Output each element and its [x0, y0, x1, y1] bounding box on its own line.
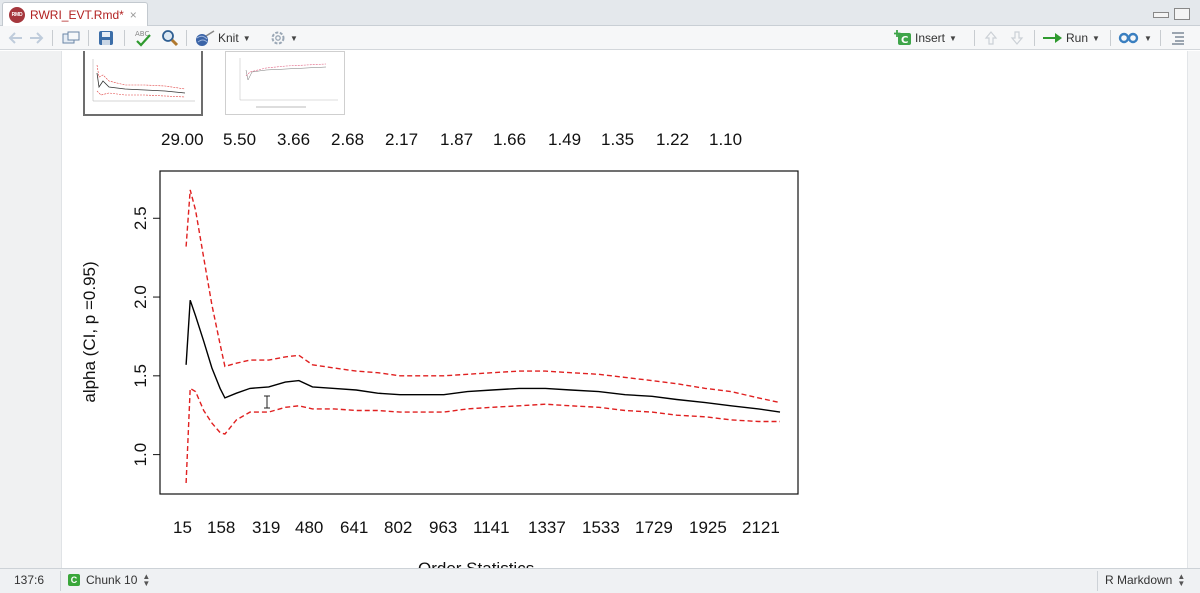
close-icon[interactable]: × — [129, 7, 137, 22]
cursor-position: 137:6 — [14, 573, 45, 587]
top-axis-tick: 1.35 — [601, 130, 635, 149]
bottom-axis-tick: 641 — [340, 518, 369, 537]
plot-frame — [159, 170, 799, 495]
knit-label: Knit — [218, 31, 239, 45]
insert-chunk-button[interactable]: C Insert ▼ — [894, 28, 957, 48]
chunk-label: Chunk 10 — [86, 573, 138, 587]
minimize-icon[interactable] — [1153, 12, 1169, 18]
bottom-axis-tick: 2121 — [742, 518, 780, 537]
bottom-axis-tick: 158 — [207, 518, 236, 537]
line-number-gutter — [0, 51, 62, 568]
editor-content[interactable]: 29.00 5.50 3.66 2.68 2.17 1.87 1.66 1.49… — [63, 51, 1187, 568]
chevron-down-icon: ▼ — [1092, 33, 1100, 43]
vertical-scrollbar[interactable] — [1187, 51, 1200, 568]
settings-button[interactable]: ▼ — [270, 28, 298, 48]
previous-chunk-icon[interactable] — [984, 28, 998, 48]
bottom-axis-tick: 963 — [429, 518, 458, 537]
editor-toolbar: ABC Knit ▼ ▼ C Insert ▼ Run ▼ ▼ — [0, 26, 1200, 50]
series-line-lower — [185, 387, 780, 484]
top-axis-tick: 5.50 — [223, 130, 257, 149]
plot-thumbnail[interactable] — [83, 51, 203, 116]
y-axis-label: alpha (CI, p =0.95) — [80, 261, 99, 402]
plot-thumbnail[interactable] — [225, 51, 345, 115]
knit-button[interactable]: Knit ▼ — [194, 28, 251, 48]
top-axis-tick: 2.68 — [331, 130, 365, 149]
bottom-axis-tick: 1337 — [528, 518, 566, 537]
series-line-upper — [185, 189, 781, 404]
next-chunk-icon[interactable] — [1010, 28, 1024, 48]
top-axis-tick: 29.00 — [161, 130, 204, 149]
gear-icon — [271, 31, 285, 45]
insert-chunk-icon: C — [894, 30, 911, 46]
y-axis-tick-label: 2.0 — [131, 285, 150, 309]
bottom-axis-tick: 1729 — [635, 518, 673, 537]
run-arrow-icon — [1043, 33, 1062, 43]
search-icon[interactable] — [161, 28, 179, 48]
show-in-window-icon[interactable] — [62, 28, 80, 48]
doc-type-label: R Markdown — [1105, 573, 1173, 587]
series-layer — [185, 189, 781, 484]
chunk-navigator[interactable]: C Chunk 10 ▲ ▼ — [68, 572, 151, 588]
knit-yarn-icon — [196, 30, 215, 46]
outline-icon[interactable] — [1170, 28, 1186, 48]
tab-filename: RWRI_EVT.Rmd* — [30, 7, 124, 22]
chevron-down-icon: ▼ — [949, 33, 957, 43]
updown-icon: ▲ ▼ — [142, 572, 151, 588]
chevron-down-icon: ▼ — [290, 33, 298, 43]
chevron-down-icon: ▼ — [242, 33, 251, 43]
y-axis-tick-label: 2.5 — [131, 206, 150, 230]
maximize-icon[interactable] — [1174, 8, 1190, 20]
updown-icon: ▲ ▼ — [1177, 572, 1186, 588]
save-icon[interactable] — [98, 28, 114, 48]
y-axis-tick-label: 1.5 — [131, 364, 150, 388]
top-axis-tick: 1.22 — [656, 130, 690, 149]
y-axis-tick-label: 1.0 — [131, 443, 150, 467]
svg-text:C: C — [901, 35, 908, 46]
top-axis-tick: 1.66 — [493, 130, 527, 149]
run-label: Run — [1066, 31, 1089, 45]
insert-label: Insert — [915, 31, 946, 45]
editor-tab[interactable]: RMD RWRI_EVT.Rmd* × — [2, 2, 148, 26]
text-cursor-icon — [264, 395, 270, 409]
forward-arrow-icon[interactable] — [28, 28, 44, 48]
publish-icon — [1118, 32, 1139, 44]
chevron-down-icon: ▼ — [1144, 33, 1152, 43]
status-bar: 137:6 C Chunk 10 ▲ ▼ R Markdown ▲ ▼ — [0, 568, 1200, 593]
y-axis: 1.0 1.5 2.0 2.5 — [131, 206, 160, 466]
x-axis-label: Order Statistics — [418, 559, 534, 568]
top-axis-tick: 1.10 — [709, 130, 743, 149]
tab-bar: RMD RWRI_EVT.Rmd* × — [0, 0, 1200, 26]
back-arrow-icon[interactable] — [8, 28, 24, 48]
bottom-axis-tick: 1925 — [689, 518, 727, 537]
top-axis-tick: 3.66 — [277, 130, 311, 149]
spellcheck-icon[interactable]: ABC — [133, 28, 153, 48]
bottom-axis-tick: 1141 — [473, 518, 510, 537]
bottom-axis-tick: 480 — [295, 518, 324, 537]
publish-button[interactable]: ▼ — [1118, 28, 1152, 48]
bottom-axis-tick: 15 — [173, 518, 192, 537]
bottom-axis-tick: 802 — [384, 518, 413, 537]
document-type-selector[interactable]: R Markdown ▲ ▼ — [1105, 572, 1186, 588]
alpha-ci-plot: 1.0 1.5 2.0 2.5 alpha (CI, p =0.95) — [80, 170, 799, 495]
top-axis-tick: 1.49 — [548, 130, 582, 149]
rmd-file-icon: RMD — [9, 6, 25, 23]
bottom-axis-tick: 319 — [252, 518, 281, 537]
series-line-estimate — [185, 299, 781, 413]
bottom-axis-tick: 1533 — [582, 518, 620, 537]
run-button[interactable]: Run ▼ — [1042, 28, 1100, 48]
chunk-icon: C — [68, 574, 80, 586]
top-axis-tick: 1.87 — [440, 130, 474, 149]
svg-text:ABC: ABC — [135, 30, 149, 38]
top-axis-tick: 2.17 — [385, 130, 419, 149]
